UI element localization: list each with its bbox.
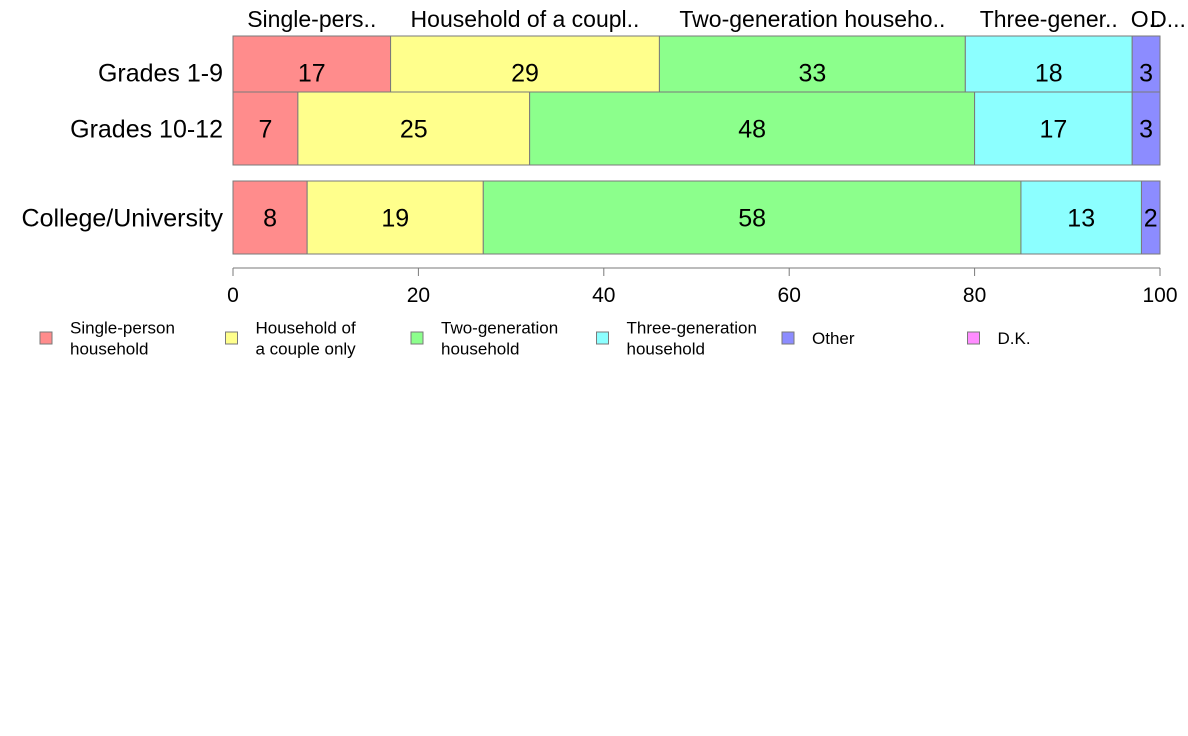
data-label: 25 [400,116,428,144]
legend-label: household [70,340,148,359]
legend-swatch [596,331,609,345]
series-top-label: Single-pers.. [247,6,376,32]
legend-label: household [441,340,519,359]
legend-label: D.K. [998,329,1031,348]
legend-swatch [225,331,238,345]
x-tick-label: 0 [227,284,239,307]
legend-label: Single-person [70,319,175,338]
x-tick-label: 20 [407,284,430,307]
series-top-label: Three-gener.. [980,6,1118,32]
data-label: 7 [258,116,272,144]
x-tick-label: 40 [592,284,615,307]
data-label: 48 [738,116,766,144]
series-top-label: Household of a coupl.. [411,6,640,32]
data-label: 2 [1144,205,1158,233]
data-label: 13 [1067,205,1095,233]
data-label: 17 [298,60,326,88]
category-label: Grades 1-9 [98,60,223,88]
x-tick-label: 80 [963,284,986,307]
legend-label: household [627,340,705,359]
data-label: 19 [381,205,409,233]
bar-segment [232,91,299,166]
series-top-label: D... [1150,6,1186,32]
data-label: 58 [738,205,766,233]
data-label: 29 [511,60,539,88]
x-tick-label: 60 [778,284,801,307]
bar-segment [232,180,308,255]
legend-label: Other [812,329,855,348]
bar-segment [974,91,1133,166]
legend-swatch [781,331,795,345]
category-label: College/University [22,205,224,233]
bar-segment [297,91,531,166]
bar-segment [306,180,484,255]
data-label: 3 [1139,60,1153,88]
legend-swatch [410,331,424,345]
legend-label: Three-generation [627,319,757,338]
bar-segment [1020,180,1142,255]
data-label: 17 [1039,116,1067,144]
bar-segment [482,180,1022,255]
category-label: Grades 10-12 [70,116,223,144]
series-top-label: O.. [1131,6,1162,32]
bar-segment [1131,91,1161,166]
data-label: 3 [1139,116,1153,144]
data-label: 33 [798,60,826,88]
bar-segment [529,91,976,166]
bar-segment [1140,180,1161,255]
legend-label: a couple only [256,340,357,359]
x-tick-label: 100 [1142,284,1177,307]
legend-swatch [39,331,53,345]
legend-label: Two-generation [441,319,558,338]
data-label: 18 [1035,60,1063,88]
series-top-label: Two-generation househo.. [679,6,945,32]
data-label: 8 [263,205,277,233]
legend-label: Household of [256,319,356,338]
legend-swatch [967,331,980,345]
